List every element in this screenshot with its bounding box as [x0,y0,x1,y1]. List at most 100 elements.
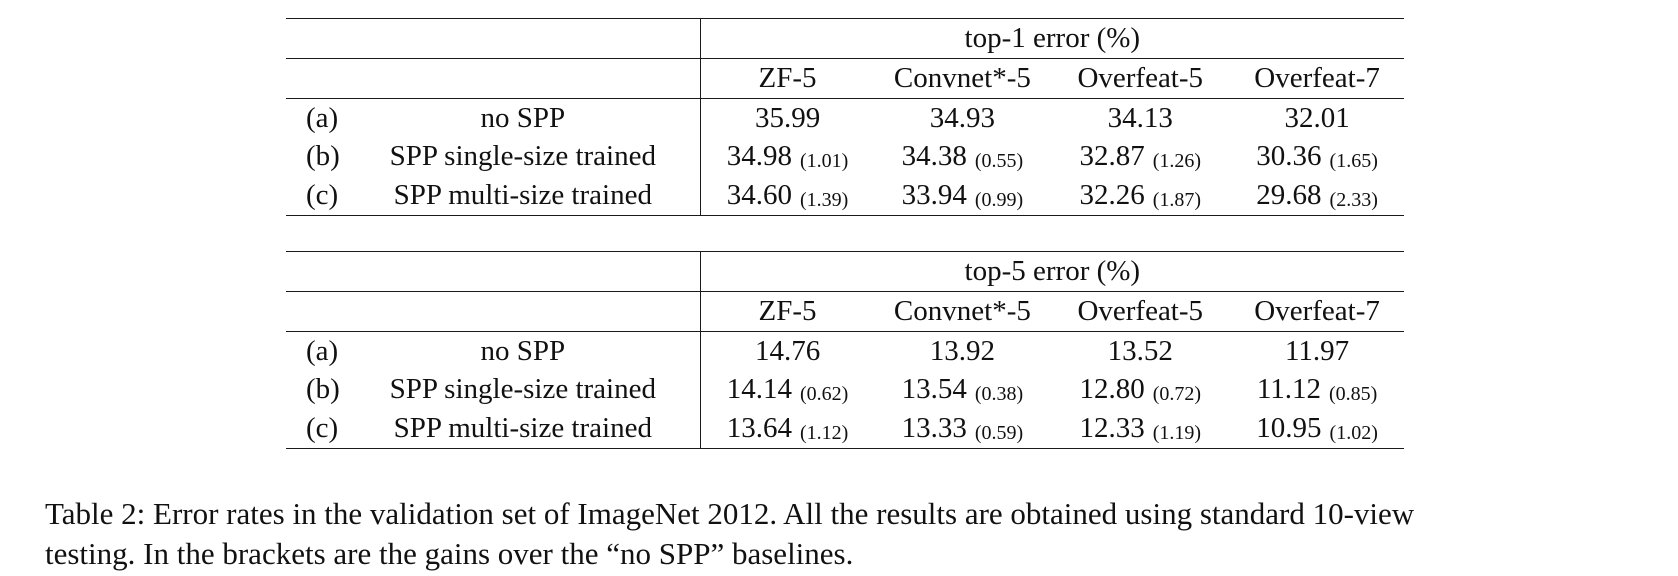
table-cell: 13.33 (0.59) [874,409,1050,448]
cell-gain: (2.33) [1329,188,1378,211]
table-cell: 34.60 (1.39) [701,176,875,215]
cell-gain: (1.39) [800,188,849,211]
row-id: (a) [306,101,339,134]
cell-gain: (1.12) [800,421,849,444]
table-cell: 34.13 [1050,99,1230,138]
cell-gain: (1.01) [800,150,849,173]
table-cell: 14.14 (0.62) [701,371,875,410]
cell-value: 34.93 [929,101,996,134]
cell-value: 13.92 [929,334,996,367]
cell-value: 14.76 [754,334,821,367]
column-header: Overfeat-5 [1077,62,1204,94]
cell-value: 34.98 [726,140,793,173]
cell-value: 30.36 [1256,140,1322,173]
row-method: SPP multi-size trained [393,178,652,211]
cell-gain: (0.99) [974,188,1024,211]
table-cell: 12.80 (0.72) [1050,371,1230,410]
cell-value: 14.14 [726,373,793,406]
table-cell: 10.95 (1.02) [1230,409,1404,448]
cell-gain: (0.55) [974,150,1024,173]
empty-header-cell [286,252,700,291]
cell-gain: (1.65) [1329,150,1378,173]
table-cell: 32.87 (1.26) [1050,138,1230,177]
cell-value: 10.95 [1256,411,1322,444]
cell-value: 11.97 [1285,334,1350,367]
table-cell: 35.99 [701,99,875,138]
group-header: top-1 error (%) [699,19,1404,58]
row-id: (c) [306,178,339,211]
cell-gain: (0.38) [974,383,1024,406]
cell-value: 13.54 [901,373,967,406]
cell-value: 32.26 [1079,178,1145,211]
row-method: SPP single-size trained [389,373,656,406]
column-header: ZF-5 [758,295,817,327]
table-cell: 11.12 (0.85) [1230,371,1404,410]
row-id: (a) [306,334,339,367]
cell-gain: (0.62) [800,383,849,406]
empty-header-cell [286,292,700,331]
cell-gain: (1.19) [1152,421,1202,444]
empty-header-cell [286,19,700,58]
empty-header-cell [286,59,700,98]
table-row: (a) no SPP 35.99 34.93 34.13 32.01 [286,99,1404,138]
group-header: top-5 error (%) [699,252,1404,291]
cell-value: 33.94 [901,178,967,211]
top1-error-table: top-1 error (%) ZF-5 Convnet*-5 Overfeat… [286,18,1404,216]
cell-gain: (1.87) [1152,188,1202,211]
table-cell: 33.94 (0.99) [874,176,1050,215]
row-id: (b) [306,373,340,406]
top5-error-table: top-5 error (%) ZF-5 Convnet*-5 Overfeat… [286,251,1404,449]
cell-value: 12.80 [1079,373,1145,406]
table-cell: 12.33 (1.19) [1050,409,1230,448]
table-row: (c) SPP multi-size trained 13.64 (1.12) 1… [286,409,1404,448]
cell-value: 29.68 [1256,178,1322,211]
table-cell: 34.98 (1.01) [701,138,875,177]
table-cell: 29.68 (2.33) [1230,176,1404,215]
caption-line: testing. In the brackets are the gains o… [45,536,854,571]
row-method: SPP single-size trained [389,140,656,173]
cell-value: 34.38 [901,140,967,173]
cell-gain: (1.26) [1152,150,1202,173]
table-row: (c) SPP multi-size trained 34.60 (1.39) 3… [286,176,1404,215]
table-cell: 34.93 [874,99,1050,138]
table-cell: 30.36 (1.65) [1230,138,1404,177]
table-cell: 13.92 [874,332,1050,371]
column-header: Overfeat-7 [1254,295,1380,327]
column-header: Convnet*-5 [893,62,1031,94]
table-row: (a) no SPP 14.76 13.92 13.52 11.97 [286,332,1404,371]
table-cell: 11.97 [1230,332,1404,371]
cell-value: 32.01 [1284,101,1350,134]
cell-value: 13.52 [1107,334,1173,367]
cell-value: 35.99 [754,101,821,134]
cell-value: 32.87 [1079,140,1145,173]
column-header-row: ZF-5 Convnet*-5 Overfeat-5 Overfeat-7 [286,292,1404,332]
table-cell: 13.54 (0.38) [874,371,1050,410]
column-header: Convnet*-5 [893,295,1031,327]
column-header-row: ZF-5 Convnet*-5 Overfeat-5 Overfeat-7 [286,59,1404,99]
table-cell: 32.01 [1230,99,1404,138]
table-row: (b) SPP single-size trained 34.98 (1.01) … [286,137,1404,177]
table-cell: 13.64 (1.12) [701,409,875,448]
cell-value: 12.33 [1079,411,1145,444]
row-method: no SPP [480,101,566,134]
group-header-row: top-5 error (%) [286,252,1404,292]
cell-value: 11.12 [1256,373,1322,406]
row-method: SPP multi-size trained [393,411,652,444]
row-id: (c) [306,411,339,444]
table-row: (b) SPP single-size trained 14.14 (0.62) … [286,370,1404,410]
column-header: Overfeat-5 [1077,295,1204,327]
cell-gain: (0.85) [1329,383,1378,406]
table-caption: Table 2: Error rates in the validation s… [45,494,1645,574]
table-cell: 13.52 [1050,332,1230,371]
cell-gain: (1.02) [1329,421,1378,444]
caption-line: Table 2: Error rates in the validation s… [45,496,1415,531]
cell-gain: (0.72) [1152,383,1202,406]
column-header: ZF-5 [758,62,817,94]
cell-value: 13.33 [901,411,967,444]
row-id: (b) [306,140,340,173]
table-cell: 34.38 (0.55) [874,138,1050,177]
cell-value: 34.13 [1107,101,1173,134]
cell-gain: (0.59) [974,421,1024,444]
group-header-row: top-1 error (%) [286,19,1404,59]
cell-value: 13.64 [726,411,793,444]
